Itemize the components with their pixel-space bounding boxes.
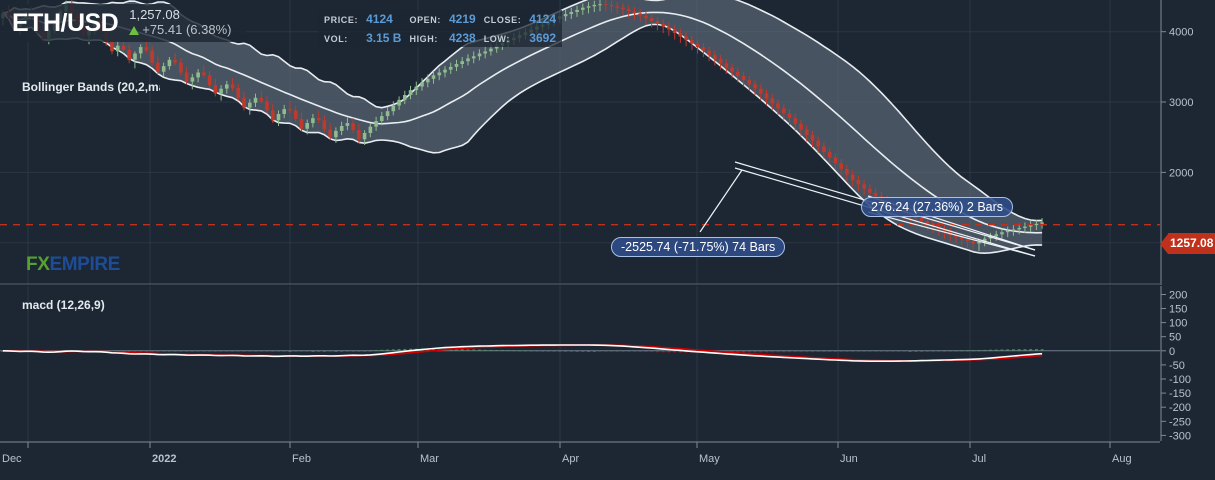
svg-text:3000: 3000 [1169,97,1193,109]
svg-text:Mar: Mar [420,453,439,465]
svg-text:2000: 2000 [1169,167,1193,179]
svg-text:4000: 4000 [1169,27,1193,39]
svg-text:150: 150 [1169,304,1187,316]
price-change: +75.41 (6.38%) [142,22,232,37]
svg-text:-300: -300 [1169,430,1191,441]
price-chart-svg[interactable] [0,0,1160,285]
price-tag-notch [1160,233,1168,254]
svg-text:100: 100 [1169,318,1187,330]
svg-text:50: 50 [1169,332,1181,344]
svg-text:Dec: Dec [2,453,22,465]
up-arrow-icon [129,25,140,35]
price-label: PRICE: [324,15,359,25]
high-value: 4238 [448,31,476,45]
open-value: 4219 [448,12,476,26]
svg-text:200: 200 [1169,290,1187,302]
last-price: 1,257.08 [129,7,180,23]
svg-text:Aug: Aug [1112,453,1132,465]
measurement-badge-2[interactable]: 276.24 (27.36%) 2 Bars [861,197,1014,217]
svg-text:0: 0 [1169,346,1175,358]
svg-text:May: May [699,453,720,465]
ohlc-legend: PRICE: 4124 OPEN: 4219 CLOSE: 4124 VOL: … [318,10,562,47]
quote-block: 1,257.08 +75.41 (6.38%) [129,7,232,38]
symbol-name: ETH/USD [12,8,119,37]
macd-chart-pane[interactable] [0,286,1160,441]
fxempire-watermark: FXEMPIRE [26,254,120,276]
macd-axis[interactable]: 200 150 100 50 0 -50 -100 -150 -200 -250 -300 [1160,286,1215,441]
price-chart-pane[interactable] [0,0,1160,285]
close-value: 4124 [529,12,556,26]
change-row: +75.41 (6.38%) [129,22,232,38]
svg-text:Feb: Feb [292,453,311,465]
high-label: HIGH: [409,34,438,44]
svg-text:-100: -100 [1169,374,1191,386]
macd-indicator-label[interactable]: macd (12,26,9) [22,298,105,312]
watermark-empire: EMPIRE [49,254,120,275]
open-label: OPEN: [409,15,441,25]
svg-text:-250: -250 [1169,416,1191,428]
low-value: 3692 [529,31,556,45]
svg-text:-150: -150 [1169,388,1191,400]
low-label: LOW: [483,34,510,44]
svg-text:Jul: Jul [972,453,986,465]
svg-text:Apr: Apr [562,453,579,465]
current-price-tag: 1257.08 [1160,233,1215,254]
svg-text:-50: -50 [1169,360,1185,372]
price-value: 4124 [366,12,393,26]
symbol-header: ETH/USD 1,257.08 +75.41 (6.38%) [0,4,246,42]
macd-chart-svg[interactable] [0,286,1160,441]
watermark-fx: FX [26,254,50,275]
measurement-badge-1[interactable]: -2525.74 (-71.75%) 74 Bars [611,237,786,257]
vol-label: VOL: [324,34,348,44]
close-label: CLOSE: [483,15,522,25]
svg-text:-200: -200 [1169,402,1191,414]
svg-text:2022: 2022 [152,453,176,465]
price-tag-value: 1257.08 [1168,233,1215,254]
vol-value: 3.15 B [366,31,402,45]
time-axis[interactable]: Dec 2022 Feb Mar Apr May Jun Jul Aug [0,441,1215,480]
bollinger-bands-label[interactable]: Bollinger Bands (20,2,ma [22,80,160,94]
svg-text:Jun: Jun [840,453,858,465]
